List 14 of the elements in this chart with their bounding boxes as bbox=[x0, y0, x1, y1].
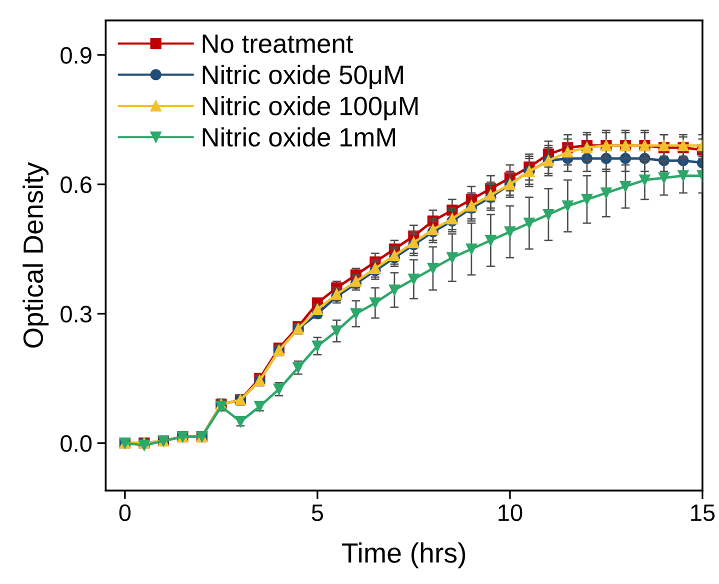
x-tick-label: 10 bbox=[498, 504, 522, 522]
y-tick-label: 0.9 bbox=[60, 47, 92, 64]
y-axis-title: Optical Density bbox=[22, 162, 49, 348]
y-tick-label: 0.3 bbox=[60, 306, 92, 323]
legend-label: No treatment bbox=[202, 34, 354, 54]
legend-label: Nitric oxide 1mM bbox=[202, 127, 396, 147]
y-tick-label: 0.6 bbox=[60, 176, 92, 194]
x-axis-title: Time (hrs) bbox=[342, 542, 466, 568]
x-tick-label: 15 bbox=[691, 504, 715, 522]
legend-label: Nitric oxide 100μM bbox=[202, 96, 418, 120]
x-tick-label: 5 bbox=[312, 504, 324, 522]
legend-label: Nitric oxide 50μM bbox=[202, 64, 403, 90]
x-tick-label: 0 bbox=[119, 504, 131, 522]
y-tick-label: 0.0 bbox=[60, 435, 92, 452]
